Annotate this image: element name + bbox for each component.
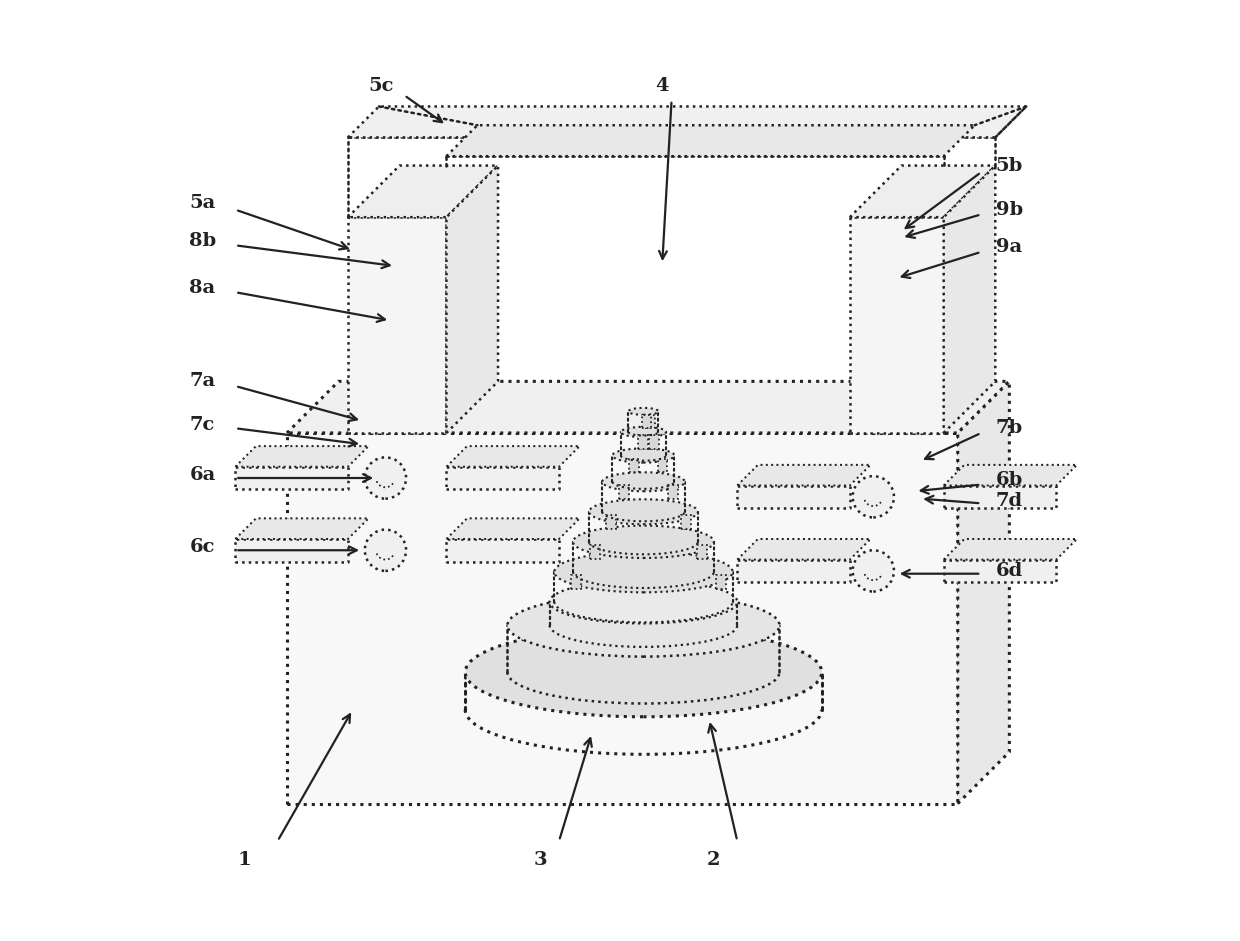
Text: 9a: 9a xyxy=(996,238,1023,256)
Ellipse shape xyxy=(507,594,780,657)
Text: 7b: 7b xyxy=(996,420,1023,438)
Circle shape xyxy=(853,476,894,518)
Bar xyxy=(637,436,647,449)
Bar xyxy=(286,433,957,804)
Bar xyxy=(697,545,707,559)
Text: 2: 2 xyxy=(707,851,720,869)
Bar xyxy=(738,486,849,508)
Polygon shape xyxy=(446,518,579,539)
Polygon shape xyxy=(348,106,1027,137)
Bar xyxy=(619,486,629,499)
Circle shape xyxy=(365,530,405,571)
Circle shape xyxy=(365,457,405,499)
Text: 4: 4 xyxy=(656,77,668,95)
Text: 5a: 5a xyxy=(190,194,216,212)
Bar xyxy=(641,415,651,428)
Polygon shape xyxy=(446,166,498,433)
Bar xyxy=(590,545,600,559)
Polygon shape xyxy=(944,166,996,433)
Bar xyxy=(645,415,655,428)
Text: 8a: 8a xyxy=(190,279,216,296)
Bar xyxy=(681,515,691,529)
Text: 6b: 6b xyxy=(996,470,1023,489)
Bar xyxy=(606,515,616,529)
Bar xyxy=(630,459,640,472)
Polygon shape xyxy=(944,465,1076,486)
Text: 8b: 8b xyxy=(188,231,216,249)
Bar xyxy=(572,575,582,589)
Bar xyxy=(236,539,348,562)
Bar xyxy=(236,467,348,489)
Bar xyxy=(649,436,658,449)
Bar xyxy=(944,560,1056,582)
Bar xyxy=(348,217,446,433)
Text: 7d: 7d xyxy=(996,491,1023,509)
Bar xyxy=(944,486,1056,508)
Ellipse shape xyxy=(603,472,684,491)
Ellipse shape xyxy=(629,408,658,415)
Ellipse shape xyxy=(589,500,698,524)
Text: 9b: 9b xyxy=(996,200,1023,218)
Text: 3: 3 xyxy=(533,851,547,869)
Polygon shape xyxy=(849,166,996,217)
Bar xyxy=(668,486,678,499)
Polygon shape xyxy=(446,125,975,156)
Polygon shape xyxy=(348,166,498,217)
Text: 6a: 6a xyxy=(190,466,216,485)
Text: 5b: 5b xyxy=(996,156,1023,175)
Polygon shape xyxy=(944,539,1076,560)
Polygon shape xyxy=(236,518,368,539)
Text: 5c: 5c xyxy=(368,77,393,95)
Bar xyxy=(446,539,559,562)
Ellipse shape xyxy=(621,427,666,438)
Polygon shape xyxy=(738,539,870,560)
Polygon shape xyxy=(446,446,579,467)
Ellipse shape xyxy=(554,551,733,592)
Bar xyxy=(738,560,849,582)
Text: 7c: 7c xyxy=(190,417,216,435)
Ellipse shape xyxy=(465,628,822,717)
Bar xyxy=(657,459,667,472)
Ellipse shape xyxy=(549,581,738,624)
Polygon shape xyxy=(738,465,870,486)
Polygon shape xyxy=(236,446,368,467)
Polygon shape xyxy=(957,381,1009,804)
Bar xyxy=(849,217,944,433)
Ellipse shape xyxy=(613,448,675,463)
Text: 7a: 7a xyxy=(190,373,216,391)
Text: 6d: 6d xyxy=(996,562,1023,580)
Polygon shape xyxy=(286,381,1009,433)
Circle shape xyxy=(853,550,894,592)
Bar xyxy=(446,467,559,489)
Bar xyxy=(715,575,725,589)
Ellipse shape xyxy=(573,526,714,558)
Text: 6c: 6c xyxy=(190,538,216,556)
Text: 1: 1 xyxy=(238,851,252,869)
